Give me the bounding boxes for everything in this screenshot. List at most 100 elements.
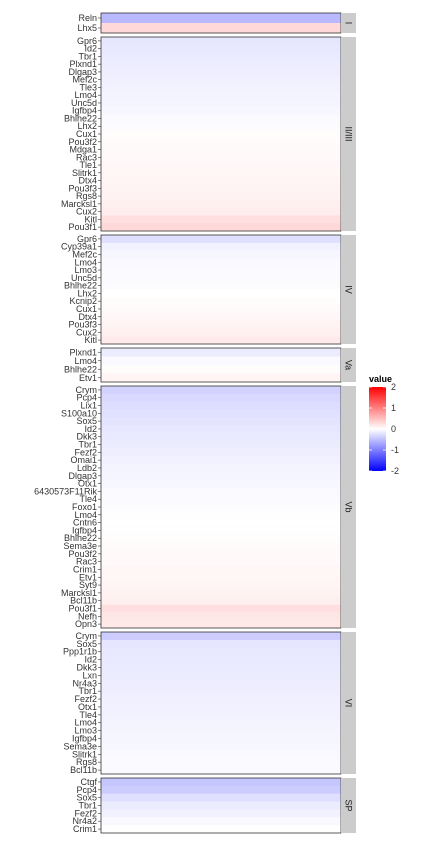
gene-label: Tle4	[79, 710, 97, 720]
heatmap-cell	[101, 393, 341, 402]
heatmap-cell	[101, 145, 341, 154]
heatmap-cell	[101, 565, 341, 574]
heatmap-cell	[101, 495, 341, 504]
heatmap-cell	[101, 766, 341, 775]
heatmap-cell	[101, 479, 341, 488]
heatmap-cell	[101, 710, 341, 720]
panel-1: Gpr6Id2Tbr1Plxnd1Dlgap3Mef2cTle3Lmo4Unc5…	[61, 36, 356, 232]
heatmap-cell	[101, 417, 341, 426]
heatmap-cell	[101, 37, 341, 46]
heatmap-cell	[101, 348, 341, 357]
heatmap-cell	[101, 320, 341, 329]
gene-label: Tbr1	[78, 51, 97, 61]
gene-label: Etv1	[79, 572, 97, 582]
gene-label: Lix1	[80, 401, 97, 411]
facet-strip-label: Va	[344, 360, 354, 370]
heatmap-cell	[101, 726, 341, 735]
gene-label: Mef2c	[72, 249, 97, 259]
gene-label: Slitrk1	[72, 168, 97, 178]
heatmap-cell	[101, 734, 341, 743]
heatmap-cell	[101, 130, 341, 139]
gene-label: Lmo3	[74, 726, 97, 736]
facet-strip	[341, 348, 356, 382]
gene-label: Opn3	[75, 619, 97, 629]
heatmap-cell	[101, 503, 341, 512]
heatmap-cell	[101, 456, 341, 465]
heatmap-cell	[101, 297, 341, 306]
heatmap-cell	[101, 573, 341, 582]
heatmap-cell	[101, 266, 341, 275]
gene-label: Tle3	[79, 82, 97, 92]
gene-label: Dlgap3	[68, 471, 97, 481]
heatmap-cell	[101, 365, 341, 374]
heatmap-cell	[101, 620, 341, 629]
color-legend: value 2 1 0 -1 -2	[369, 374, 399, 476]
heatmap-cell	[101, 785, 341, 795]
heatmap-cell	[101, 534, 341, 543]
gene-label: Pcp4	[76, 393, 97, 403]
gene-label: Cntn6	[73, 518, 97, 528]
gene-label: S100a10	[61, 408, 97, 418]
gene-label: Bcl11b	[70, 596, 97, 606]
facet-strip-label: Vb	[344, 501, 354, 512]
gene-label: 6430573F11Rik	[34, 486, 97, 496]
heatmap-cell	[101, 75, 341, 84]
gene-label: Crym	[76, 631, 98, 641]
facet-strip-label: I	[344, 22, 354, 25]
gene-label: Tbr1	[78, 801, 97, 811]
gene-label: Lmo4	[74, 257, 97, 267]
heatmap-cell	[101, 526, 341, 535]
heatmap-cell	[101, 825, 341, 834]
gene-label: Sox5	[76, 416, 97, 426]
heatmap-cell	[101, 336, 341, 345]
heatmap-cell	[101, 464, 341, 473]
gene-label: Lmo4	[74, 356, 97, 366]
legend-ticks: 2 1 0 -1 -2	[369, 382, 399, 476]
heatmap-cell	[101, 647, 341, 656]
gene-label: Cux2	[76, 327, 97, 337]
gene-label: Tle4	[79, 494, 97, 504]
gene-label: Pou3f2	[68, 549, 97, 559]
legend-tick-label: 1	[391, 403, 396, 413]
heatmap-cell	[101, 471, 341, 480]
heatmap-cell	[101, 487, 341, 496]
heatmap-cell	[101, 161, 341, 170]
gene-label: Mef2c	[72, 75, 97, 85]
gene-label: Dtx4	[78, 176, 97, 186]
facet-strip-label: II/III	[344, 126, 354, 141]
heatmap-cell	[101, 215, 341, 224]
heatmap-cell	[101, 60, 341, 69]
gene-label: Igfbp4	[72, 106, 97, 116]
facet-strip	[341, 386, 356, 628]
gene-label: Tle1	[79, 160, 97, 170]
gene-label: Nefh	[78, 611, 97, 621]
facet-strip	[341, 778, 356, 833]
heatmap-cell	[101, 655, 341, 664]
gene-label: Lmo3	[74, 265, 97, 275]
heatmap-cell	[101, 137, 341, 146]
gene-label: Igfbp4	[72, 525, 97, 535]
gene-label: Ppp1r1b	[63, 647, 97, 657]
heatmap-cell	[101, 801, 341, 810]
gene-label: Fezf2	[74, 808, 97, 818]
heatmap-cell	[101, 258, 341, 267]
gene-label: Lhx2	[77, 288, 97, 298]
gene-label: Otx1	[78, 702, 97, 712]
heatmap-cell	[101, 750, 341, 759]
gene-label: Rac3	[76, 557, 97, 567]
gene-label: Syt9	[79, 580, 97, 590]
heatmap-cell	[101, 632, 341, 641]
gene-label: Gpr6	[77, 234, 97, 244]
gene-label: Tbr1	[78, 686, 97, 696]
heatmap-cell	[101, 432, 341, 441]
heatmap-cell	[101, 817, 341, 826]
gene-label: Id2	[84, 655, 97, 665]
heatmap-cell	[101, 510, 341, 520]
gene-label: Id2	[84, 424, 97, 434]
panel-4: CrymPcp4Lix1S100a10Sox5Id2Dkk3Tbr1Fezf2O…	[34, 385, 356, 629]
gene-label: Sox5	[76, 639, 97, 649]
heatmap-cell	[101, 679, 341, 688]
heatmap-cell	[101, 192, 341, 201]
